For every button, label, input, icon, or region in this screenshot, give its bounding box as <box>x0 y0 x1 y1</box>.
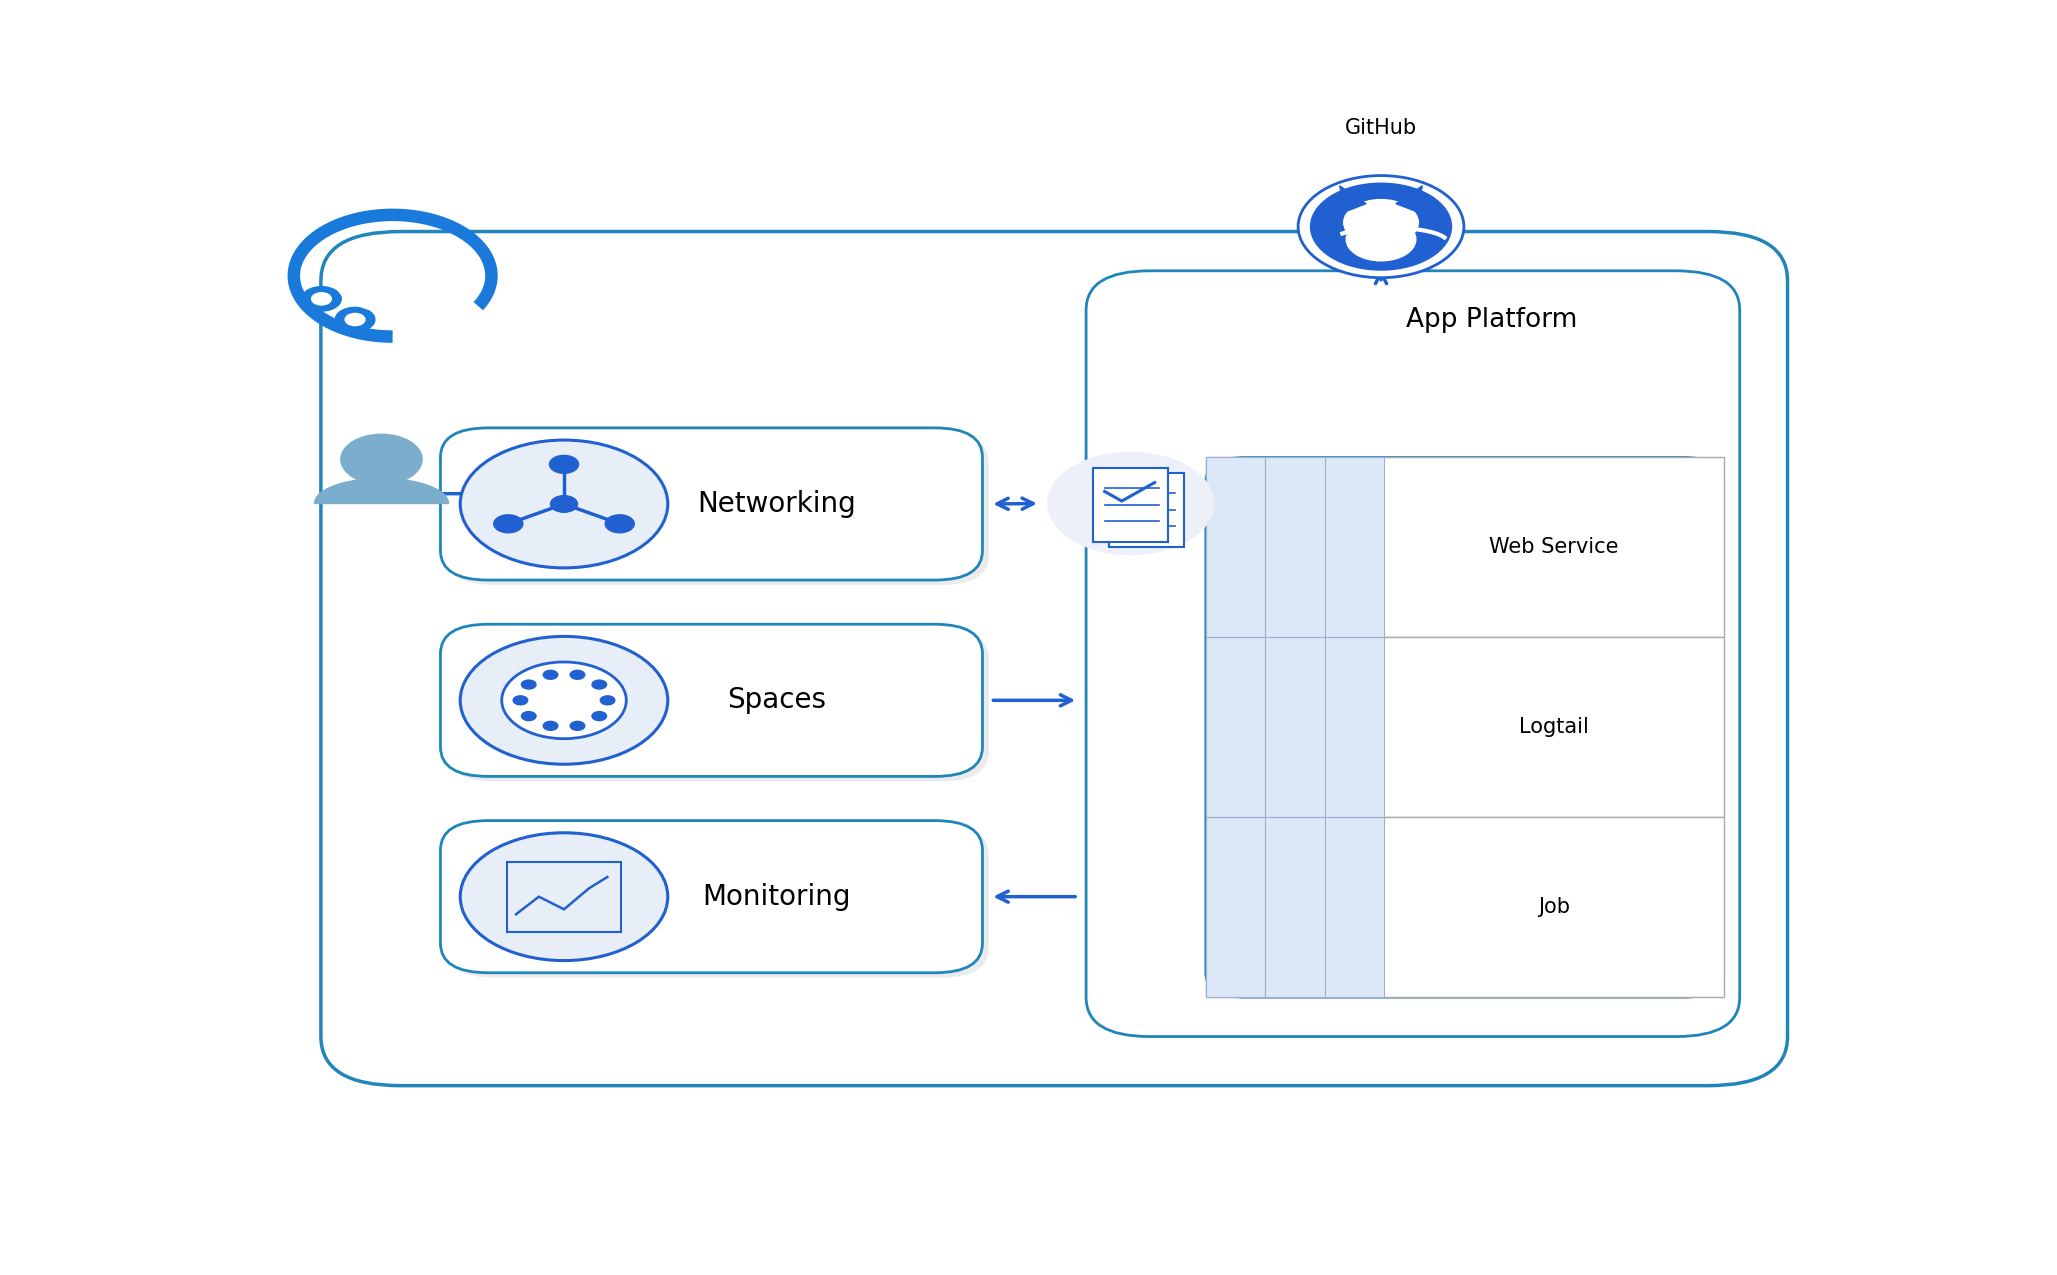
FancyBboxPatch shape <box>440 625 983 776</box>
Circle shape <box>335 307 374 332</box>
FancyBboxPatch shape <box>1094 468 1168 542</box>
Circle shape <box>502 662 625 738</box>
Circle shape <box>302 287 341 311</box>
Circle shape <box>551 496 578 513</box>
FancyBboxPatch shape <box>1109 473 1185 547</box>
FancyBboxPatch shape <box>1205 458 1724 997</box>
Bar <box>1205 458 1265 638</box>
Circle shape <box>1298 176 1465 278</box>
Circle shape <box>1343 200 1419 246</box>
Circle shape <box>605 515 634 533</box>
Circle shape <box>461 833 669 960</box>
Text: Spaces: Spaces <box>726 686 827 714</box>
Circle shape <box>592 680 607 688</box>
Circle shape <box>592 711 607 720</box>
Bar <box>1265 458 1325 638</box>
Text: Job: Job <box>1539 898 1569 917</box>
FancyBboxPatch shape <box>1086 270 1740 1037</box>
Circle shape <box>311 293 331 305</box>
Polygon shape <box>315 478 448 504</box>
Bar <box>1205 638 1265 817</box>
Bar <box>506 862 621 932</box>
FancyBboxPatch shape <box>446 629 989 782</box>
Circle shape <box>601 696 615 705</box>
Circle shape <box>543 722 557 731</box>
Circle shape <box>570 671 584 680</box>
Circle shape <box>1047 453 1214 555</box>
Circle shape <box>346 314 364 325</box>
Bar <box>1265 817 1325 997</box>
Circle shape <box>333 240 453 312</box>
Bar <box>1205 817 1724 997</box>
Circle shape <box>341 435 422 484</box>
FancyBboxPatch shape <box>440 821 983 973</box>
Circle shape <box>1345 218 1415 261</box>
Circle shape <box>522 680 537 688</box>
Circle shape <box>543 671 557 680</box>
Circle shape <box>461 636 669 764</box>
Bar <box>1325 638 1384 817</box>
Circle shape <box>522 711 537 720</box>
Bar <box>1325 817 1384 997</box>
Bar <box>1205 817 1265 997</box>
Polygon shape <box>1339 186 1366 212</box>
Circle shape <box>570 722 584 731</box>
Circle shape <box>549 455 578 473</box>
Circle shape <box>494 515 522 533</box>
Text: App Platform: App Platform <box>1405 307 1578 333</box>
Text: Networking: Networking <box>697 490 856 518</box>
FancyBboxPatch shape <box>440 428 983 580</box>
Bar <box>1205 458 1724 638</box>
Bar <box>1325 458 1384 638</box>
Circle shape <box>1310 184 1452 270</box>
Circle shape <box>512 696 529 705</box>
Bar <box>1205 638 1724 817</box>
Text: GitHub: GitHub <box>1345 119 1417 138</box>
Text: Logtail: Logtail <box>1520 718 1588 737</box>
FancyBboxPatch shape <box>321 232 1788 1086</box>
Polygon shape <box>1397 186 1423 212</box>
Text: Monitoring: Monitoring <box>701 882 852 910</box>
Text: Web Service: Web Service <box>1489 537 1619 557</box>
FancyBboxPatch shape <box>446 825 989 978</box>
FancyBboxPatch shape <box>446 432 989 585</box>
Bar <box>1265 638 1325 817</box>
Circle shape <box>461 440 669 567</box>
